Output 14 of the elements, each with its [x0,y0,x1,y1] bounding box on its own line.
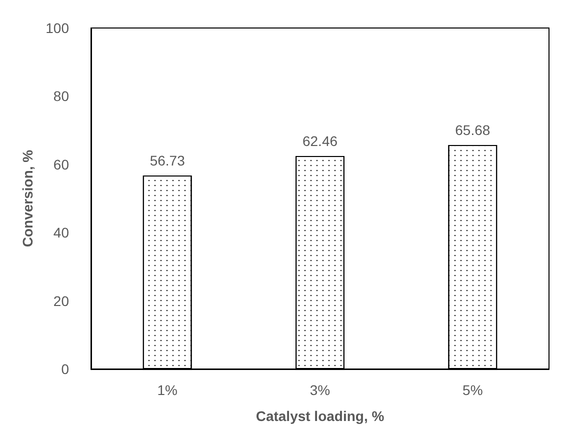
x-tick-label: 1% [157,382,178,398]
y-tick-label: 0 [61,361,70,377]
data-label: 65.68 [455,122,490,138]
y-tick-label: 40 [53,224,70,241]
y-tick-label: 60 [53,156,70,172]
y-axis-title: Conversion, % [20,149,36,248]
y-tick-label: 100 [46,20,70,36]
x-axis-title: Catalyst loading, % [256,408,385,424]
x-tick-label: 3% [310,382,330,398]
y-tick-label: 80 [53,88,70,104]
data-label: 62.46 [302,133,338,150]
data-label: 56.73 [150,152,186,169]
x-tick-label: 5% [462,382,483,398]
y-tick-label: 20 [53,292,70,309]
